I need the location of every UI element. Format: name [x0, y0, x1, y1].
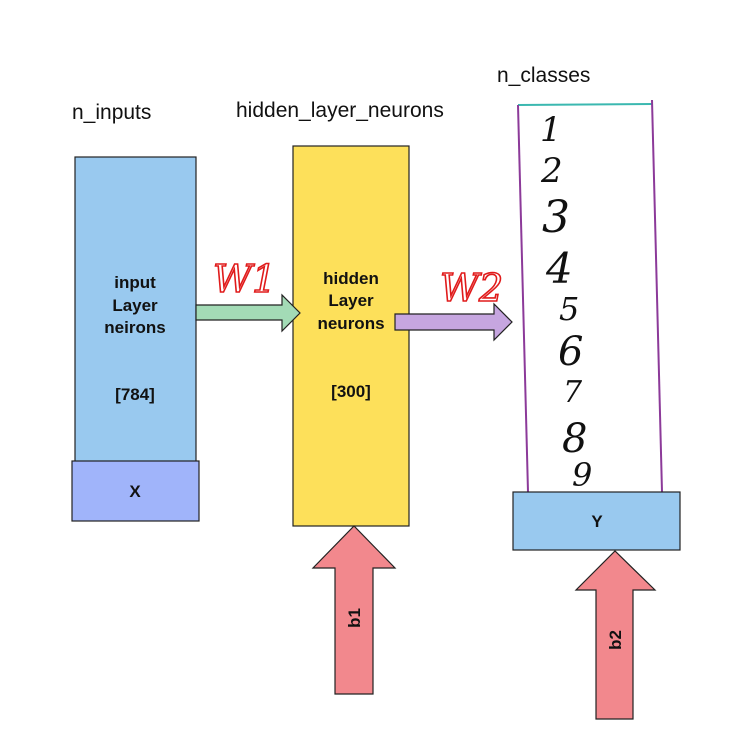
w2-arrow	[394, 302, 513, 342]
input-label-line2: Layer	[112, 296, 158, 315]
x-label: X	[129, 482, 141, 501]
w2-label: W2	[440, 266, 503, 310]
b2-arrow	[574, 550, 657, 720]
x-input-box	[71, 460, 200, 522]
b1-arrow	[311, 525, 397, 695]
digit-2: 2	[540, 151, 563, 191]
digit-4: 4	[545, 244, 573, 293]
hidden-size-label: [300]	[331, 382, 371, 401]
y-label: Y	[591, 512, 603, 531]
output-frame-right	[651, 99, 663, 493]
digit-9: 9	[572, 456, 592, 494]
digit-7: 7	[563, 375, 583, 410]
header-n-inputs: n_inputs	[72, 101, 151, 124]
input-size-label: [784]	[115, 385, 155, 404]
w1-label: W1	[213, 257, 276, 301]
digit-1: 1	[540, 110, 562, 150]
b1-label: b1	[345, 608, 364, 628]
digit-6: 6	[558, 329, 583, 375]
output-frame-top	[517, 103, 653, 106]
input-label-line3: neirons	[104, 318, 165, 337]
header-n-classes: n_classes	[497, 64, 590, 87]
w1-arrow	[195, 293, 301, 333]
input-label-line1: input	[114, 273, 156, 292]
header-hidden-layer-neurons: hidden_layer_neurons	[236, 99, 444, 122]
hidden-label-line3: neurons	[317, 314, 384, 333]
input-layer-box	[74, 156, 197, 463]
y-output-box	[512, 491, 681, 551]
class-digits: 1 2 3 4 5 6 7 8 9	[540, 110, 592, 494]
digit-3: 3	[542, 192, 570, 243]
hidden-layer-box	[292, 145, 410, 527]
hidden-label-line1: hidden	[323, 269, 379, 288]
digit-8: 8	[562, 416, 587, 462]
output-frame-left	[517, 104, 529, 493]
b2-label: b2	[606, 630, 625, 650]
digit-5: 5	[559, 290, 579, 328]
hidden-label-line2: Layer	[328, 291, 374, 310]
